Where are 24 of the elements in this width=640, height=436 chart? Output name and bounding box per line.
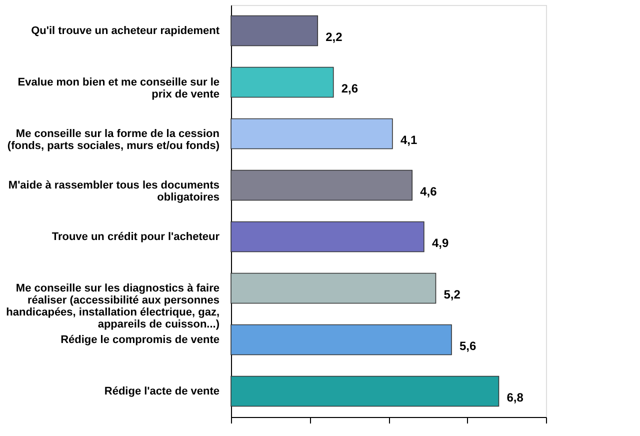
bar bbox=[230, 324, 452, 356]
y-tick-label: Rédige l'acte de vente bbox=[104, 385, 220, 398]
bar bbox=[230, 272, 436, 304]
y-tick-label: Me conseille sur la forme de la cession (fonds, parts sociales, murs et/ou fonds) bbox=[7, 128, 220, 152]
data-label: 5,6 bbox=[460, 338, 477, 353]
y-tick-label: Evalue mon bien et me conseille sur le prix de vente bbox=[18, 76, 220, 100]
bar bbox=[230, 15, 318, 46]
data-label: 4,1 bbox=[400, 132, 418, 147]
y-tick-label: Qu'il trouve un acheteur rapidement bbox=[31, 24, 220, 37]
data-label: 4,9 bbox=[432, 236, 449, 250]
bar bbox=[230, 221, 424, 252]
bar bbox=[230, 118, 393, 150]
data-label: 2,6 bbox=[341, 81, 358, 96]
bar bbox=[230, 66, 334, 98]
y-tick-label: Rédige le compromis de vente bbox=[60, 334, 220, 346]
data-label: 5,2 bbox=[444, 287, 461, 302]
y-tick-label: Trouve un crédit pour l'acheteur bbox=[52, 230, 220, 243]
data-label: 6,8 bbox=[506, 390, 524, 404]
y-tick-label: M'aide à rassembler tous les documents obligatoires bbox=[8, 179, 220, 204]
data-label: 2,2 bbox=[326, 30, 343, 44]
data-label: 4,6 bbox=[420, 184, 438, 198]
bar bbox=[230, 376, 500, 407]
y-tick-label: Me conseille sur les diagnostics à faire réaliser (accessibilité aux personnes handicapées, installation électrique, gaz, appareils de cuisson...) bbox=[6, 282, 220, 330]
bar bbox=[230, 170, 413, 201]
